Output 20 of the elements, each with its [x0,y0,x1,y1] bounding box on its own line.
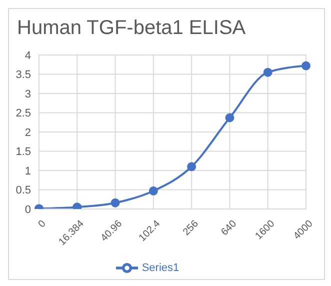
point [302,61,310,70]
x-tick-label: 640 [219,218,240,238]
y-tick-label: 3.5 [16,69,31,82]
point [187,162,196,172]
legend-label: Series1 [142,262,180,274]
y-tick-label: 0.5 [16,184,31,197]
y-tick-label: 0 [24,204,31,216]
y-tick-label: 1 [24,165,31,178]
y-tick-label: 1.5 [16,146,31,158]
point [110,198,120,208]
point [148,186,158,196]
x-tick-label: 256 [181,218,202,238]
y-tick-label: 2 [24,126,31,139]
point [225,113,234,122]
point [263,68,272,77]
y-tick-label: 2.5 [16,108,31,120]
y-tick-label: 3 [24,88,31,100]
y-tick-label: 4 [24,50,31,62]
chart-title: Human TGF-beta1 ELISA [16,16,247,41]
x-tick-label: 0 [36,218,48,230]
